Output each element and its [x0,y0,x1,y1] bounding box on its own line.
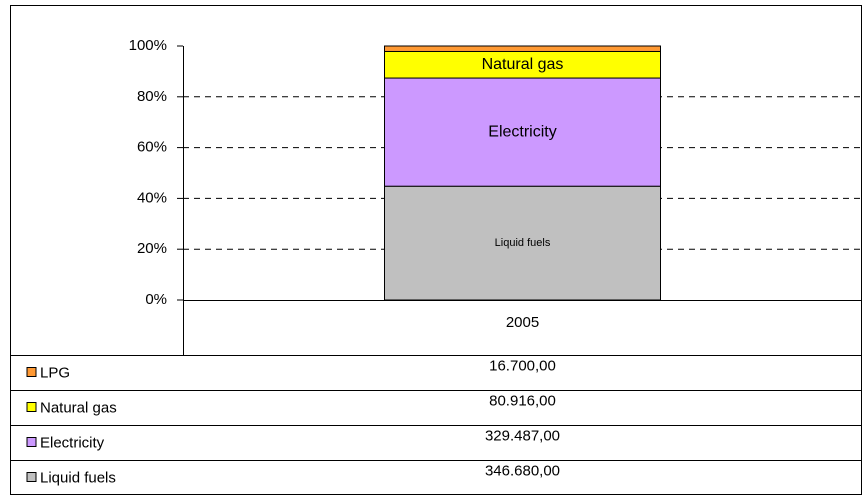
segment-label: Natural gas [482,56,564,73]
bar-segment [384,77,661,187]
legend-swatch [26,437,37,447]
segment-label: Liquid fuels [495,237,551,249]
bar-segment [384,50,661,79]
table-value: 80.916,00 [489,392,556,409]
table-value: 346.680,00 [485,462,560,479]
legend-swatch [26,472,37,482]
y-tick-label: 20% [137,240,167,257]
y-tick-label: 60% [137,139,167,156]
table-value: 329.487,00 [485,427,560,444]
legend-swatch [26,367,37,377]
bar-segment [384,185,661,301]
y-tick-label: 40% [137,189,167,206]
legend-label: LPG [40,364,70,381]
table-value: 16.700,00 [489,357,556,374]
legend-label: Liquid fuels [40,469,116,486]
legend-swatch [26,402,37,412]
x-tick-label: 2005 [506,314,539,331]
legend-label: Natural gas [40,399,117,416]
bar-segment [384,45,661,52]
y-tick-label: 80% [137,88,167,105]
segment-label: Electricity [488,123,556,140]
legend-label: Electricity [40,434,105,451]
y-tick-label: 100% [129,37,167,54]
y-tick-label: 0% [145,291,167,308]
